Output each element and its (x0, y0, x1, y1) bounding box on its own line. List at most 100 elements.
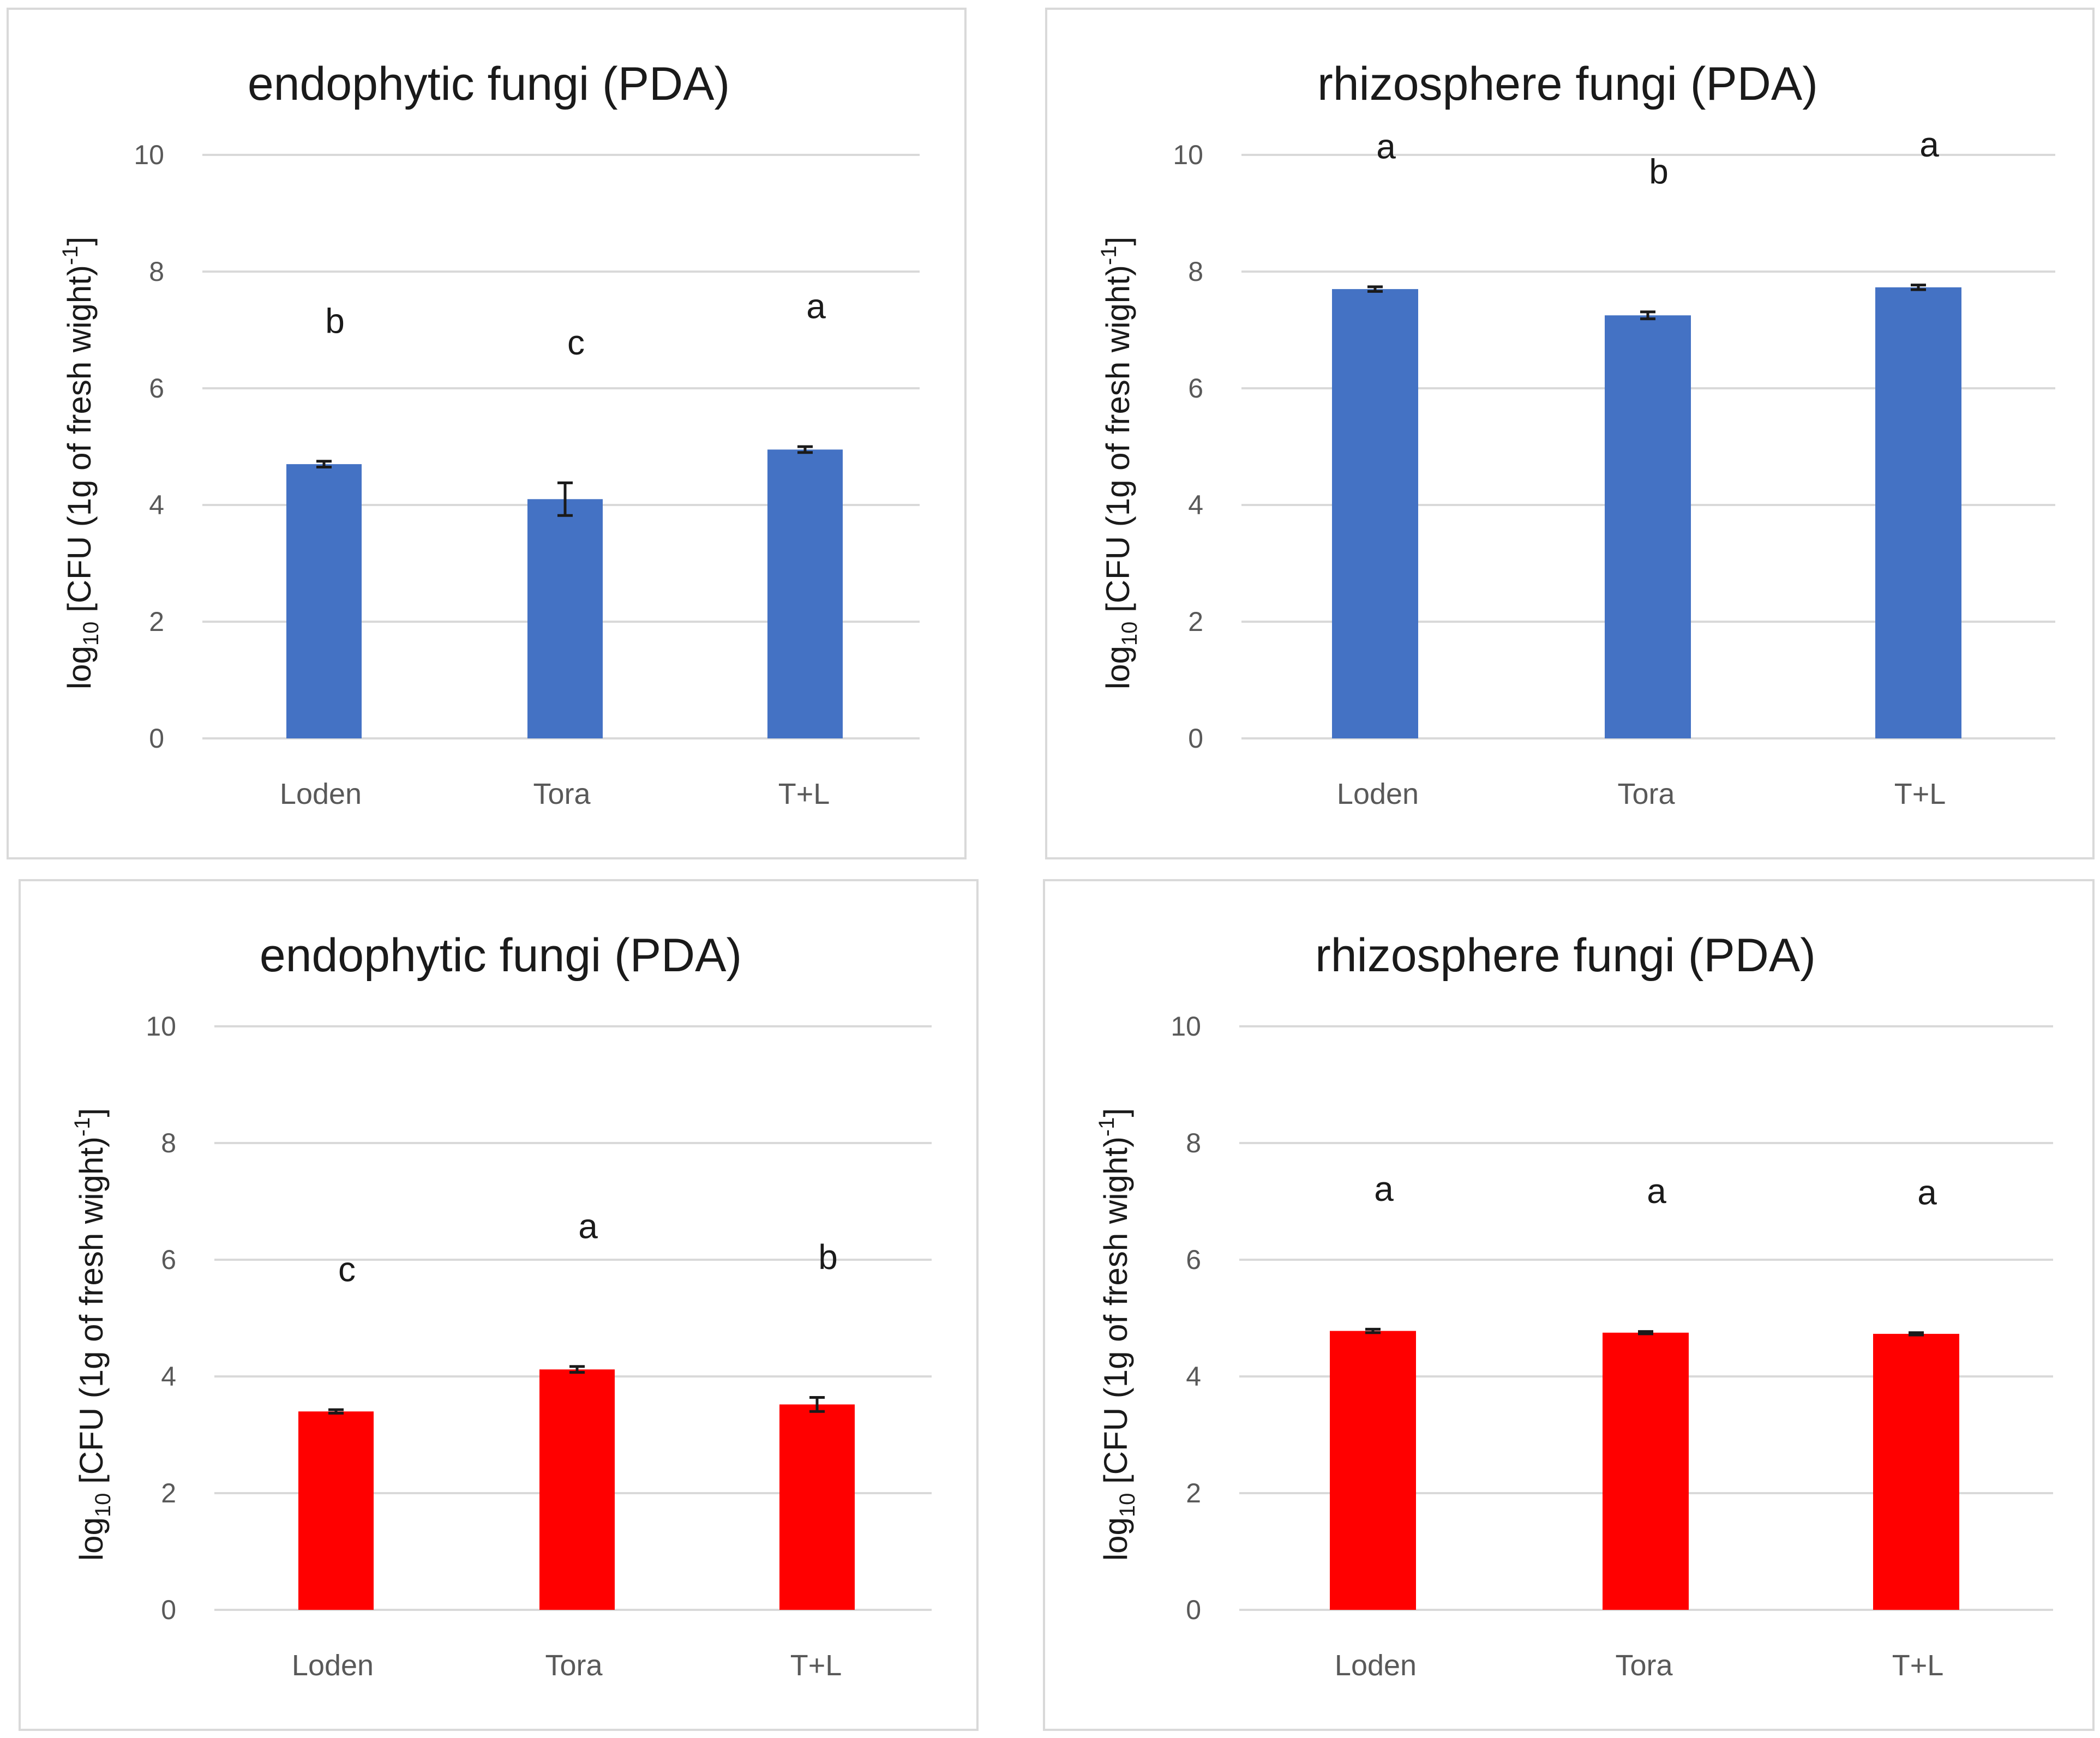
y-axis-label-part: ] (73, 1108, 110, 1117)
y-tick-label: 8 (161, 1128, 176, 1158)
bar-loden (298, 1411, 374, 1610)
y-axis-label-part: [CFU (1g of fresh wight) (1097, 1136, 1134, 1493)
significance-letter: a (1917, 1172, 1937, 1212)
error-bar (1365, 1327, 1381, 1334)
y-tick-label: 6 (1188, 373, 1203, 404)
chart-panel-endophytic-fungi-2: 0 2 4 6 8 10 endophytic fungi (PDA) log10 [CFU … (19, 879, 979, 1731)
y-axis-label: log10 [CFU (1g of fresh wight)-1] (1095, 1108, 1139, 1561)
significance-letter: c (338, 1250, 356, 1289)
y-axis-label-part: [CFU (1g of fresh wight) (61, 265, 98, 622)
y-tick-label: 2 (1188, 606, 1203, 637)
bar-loden (286, 464, 362, 738)
chart-panel-rhizosphere-fungi-2: 0 2 4 6 8 10 rhizosphere fungi (PDA) log10 [CFU… (1043, 879, 2095, 1731)
y-tick-label: 0 (1186, 1595, 1201, 1625)
y-tick-label: 6 (161, 1244, 176, 1275)
x-category-label: Tora (1615, 1649, 1673, 1682)
significance-letter: b (1649, 152, 1669, 191)
y-axis-label-superscript: -1 (1095, 1117, 1119, 1136)
error-bar (809, 1396, 825, 1413)
bar-t-l (779, 1404, 855, 1610)
y-axis-label-part: log (73, 1517, 110, 1561)
y-tick-label: 8 (1186, 1128, 1201, 1158)
bar-tora (527, 499, 603, 738)
y-tick-label: 0 (161, 1595, 176, 1625)
y-axis-label-subscript: 10 (79, 622, 103, 646)
x-category-label: T+L (778, 778, 830, 810)
chart-panel-rhizosphere-fungi-1: 0 2 4 6 8 10 rhizosphere fungi (PDA) log10 [CFU… (1045, 8, 2095, 859)
y-tick-label: 8 (1188, 256, 1203, 287)
y-axis-label-superscript: -1 (58, 245, 82, 265)
x-category-label: Tora (545, 1649, 603, 1682)
chart-title: endophytic fungi (PDA) (248, 58, 730, 110)
error-bar (1640, 310, 1655, 321)
x-category-label: Loden (280, 778, 362, 810)
significance-letter: a (1374, 1169, 1394, 1208)
significance-letter: a (1919, 125, 1939, 164)
y-tick-label: 4 (1186, 1361, 1201, 1392)
y-axis-label-superscript: -1 (1097, 245, 1121, 265)
y-axis-label: log10 [CFU (1g of fresh wight)-1] (1097, 237, 1142, 689)
y-axis-label-subscript: 10 (1115, 1493, 1139, 1518)
y-axis-label-part: log (61, 646, 98, 689)
y-axis-label-part: ] (1097, 1108, 1134, 1117)
y-tick-label: 10 (134, 140, 164, 170)
y-tick-label: 10 (1173, 140, 1203, 170)
y-axis-label-subscript: 10 (1118, 622, 1142, 646)
y-tick-label: 6 (1186, 1244, 1201, 1275)
bar-tora (1605, 315, 1691, 738)
significance-letter: b (325, 301, 345, 340)
bar-tora (1603, 1332, 1689, 1610)
y-tick-label: 0 (1188, 723, 1203, 754)
error-bar (569, 1365, 585, 1374)
error-bar (1909, 1331, 1924, 1337)
x-category-label: T+L (1894, 778, 1946, 810)
x-category-label: T+L (1892, 1649, 1944, 1682)
significance-letter: c (567, 323, 585, 362)
error-bar (1911, 284, 1926, 291)
y-tick-label: 8 (149, 256, 164, 287)
y-tick-label: 4 (1188, 490, 1203, 520)
chart-title: rhizosphere fungi (PDA) (1315, 929, 1816, 982)
error-bar (557, 481, 573, 517)
error-bar (797, 445, 813, 454)
significance-letter: a (1647, 1171, 1666, 1211)
bar-loden (1332, 289, 1418, 738)
error-bar (1367, 285, 1383, 293)
chart-title: endophytic fungi (PDA) (260, 929, 742, 982)
bar-loden (1330, 1331, 1416, 1610)
error-bar (1638, 1330, 1653, 1336)
y-axis-label-part: log (1097, 1517, 1134, 1561)
y-tick-label: 2 (161, 1478, 176, 1508)
x-category-label: Tora (1617, 778, 1675, 810)
bar-t-l (1873, 1333, 1959, 1610)
y-axis-label-superscript: -1 (70, 1117, 94, 1136)
y-axis-label: log10 [CFU (1g of fresh wight)-1] (70, 1108, 115, 1561)
y-tick-label: 0 (149, 723, 164, 754)
significance-letter: a (806, 287, 826, 326)
y-axis-label-part: [CFU (1g of fresh wight) (73, 1136, 110, 1493)
y-tick-label: 2 (1186, 1478, 1201, 1508)
y-tick-label: 4 (149, 490, 164, 520)
y-tick-label: 10 (146, 1011, 176, 1042)
y-axis-label-part: log (1100, 646, 1136, 689)
y-axis-label-part: ] (61, 237, 98, 246)
significance-letter: a (1376, 127, 1396, 166)
bar-tora (539, 1369, 615, 1610)
x-category-label: Tora (533, 778, 591, 810)
y-axis-label-part: [CFU (1g of fresh wight) (1100, 265, 1136, 622)
y-axis-label-part: ] (1100, 237, 1136, 246)
y-axis-label: log10 [CFU (1g of fresh wight)-1] (58, 237, 103, 689)
chart-title: rhizosphere fungi (PDA) (1317, 58, 1818, 110)
error-bar (328, 1408, 344, 1415)
bar-t-l (767, 449, 843, 738)
x-category-label: Loden (1335, 1649, 1417, 1682)
x-category-label: Loden (292, 1649, 374, 1682)
y-tick-label: 2 (149, 606, 164, 637)
x-category-label: T+L (790, 1649, 842, 1682)
chart-panel-endophytic-fungi-1: 0 2 4 6 8 10 endophytic fungi (PDA) log10 [CFU … (7, 8, 967, 859)
y-tick-label: 10 (1171, 1011, 1201, 1042)
error-bar (316, 460, 332, 468)
